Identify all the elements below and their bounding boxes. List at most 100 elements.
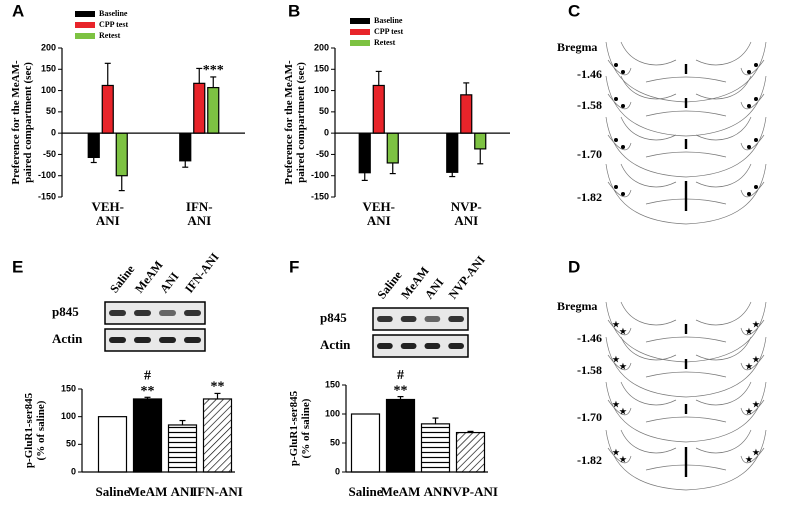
x-tick-label: MeAM (128, 484, 168, 499)
midline (684, 64, 688, 74)
y-tick-label: 100 (325, 408, 340, 418)
blot-band (109, 310, 126, 316)
section-title: Bregma (557, 40, 597, 54)
blot-band (159, 337, 176, 343)
x-tick-label: ANI (424, 484, 448, 499)
y-tick-label: 0 (71, 466, 76, 476)
brain-section (605, 336, 767, 398)
bar (446, 132, 459, 173)
blot-band (424, 316, 441, 322)
y-axis-label: p-GluR1-ser845(% of saline) (287, 390, 311, 466)
bar (207, 86, 220, 134)
midline (684, 359, 688, 369)
y-tick-label: 0 (51, 128, 56, 138)
lane-label: ANI (157, 269, 182, 295)
midline (684, 98, 688, 108)
site-mark (747, 192, 751, 196)
y-tick-label: 50 (330, 437, 340, 447)
bregma-level: -1.82 (577, 453, 602, 467)
blot-band (377, 316, 393, 322)
bar (420, 423, 451, 473)
blot-band (377, 343, 393, 349)
row-label: Actin (52, 331, 83, 346)
bregma-level: -1.46 (577, 331, 602, 345)
blot-band (134, 337, 151, 343)
midline (684, 447, 688, 477)
site-mark (614, 185, 618, 189)
x-tick-label: ANI (171, 484, 195, 499)
site-mark (747, 104, 751, 108)
bar (101, 84, 114, 134)
brain-section (605, 116, 767, 178)
site-mark: ★ (619, 455, 627, 464)
row-label: p845 (52, 304, 79, 319)
x-tick-label: VEH-ANI (92, 199, 125, 228)
site-mark: ★ (745, 407, 753, 416)
y-tick-label: -150 (311, 191, 329, 201)
legend-swatch (350, 18, 370, 24)
blot-band (184, 310, 201, 316)
legend-label: Retest (99, 31, 121, 40)
bar (386, 132, 399, 164)
bar (97, 416, 128, 473)
x-tick-label: MeAM (381, 484, 421, 499)
x-tick-label: Saline (349, 484, 383, 499)
legend-swatch (75, 11, 95, 17)
y-axis-label: p-GluR1-ser845(% of saline) (22, 392, 46, 468)
site-mark: ★ (612, 400, 620, 409)
bregma-level: -1.46 (577, 67, 602, 81)
y-tick-label: 100 (61, 411, 76, 421)
bar (372, 84, 385, 134)
midline (684, 139, 688, 149)
site-mark: ★ (752, 448, 760, 457)
bar (202, 398, 233, 473)
y-tick-label: -150 (38, 191, 56, 201)
site-mark: ★ (619, 407, 627, 416)
annotation: # ** (141, 369, 155, 399)
site-mark (614, 97, 618, 101)
blot-box (372, 334, 469, 358)
x-tick-label: Saline (96, 484, 130, 499)
bregma-level: -1.82 (577, 190, 602, 204)
y-tick-label: -50 (43, 149, 56, 159)
annotation: # ** (394, 368, 408, 398)
site-mark: ★ (745, 327, 753, 336)
y-tick-label: 0 (324, 128, 329, 138)
site-mark (747, 145, 751, 149)
blot-box (104, 328, 206, 352)
site-mark: ★ (752, 320, 760, 329)
legend-swatch (75, 22, 95, 28)
lane-label: Saline (107, 262, 138, 296)
annotation: ** (211, 380, 225, 395)
y-tick-label: 50 (66, 439, 76, 449)
site-mark: ★ (619, 327, 627, 336)
midline (684, 324, 688, 334)
section-title: Bregma (557, 299, 597, 313)
bar (115, 132, 128, 177)
site-mark: ★ (612, 355, 620, 364)
y-tick-label: -100 (38, 170, 56, 180)
panel-letter: C (568, 1, 580, 20)
bar (455, 431, 486, 473)
site-mark: ★ (745, 455, 753, 464)
bar (179, 132, 192, 162)
lane-label: IFN-ANI (182, 250, 222, 296)
row-label: p845 (320, 310, 347, 325)
bar (87, 132, 100, 159)
site-mark (614, 63, 618, 67)
panel-letter: E (12, 257, 23, 276)
panel-letter: B (288, 1, 300, 20)
bregma-level: -1.58 (577, 98, 602, 112)
blot-band (109, 337, 126, 343)
site-mark: ★ (752, 400, 760, 409)
blot-band (424, 343, 441, 349)
x-tick-label: IFN-ANI (192, 484, 243, 499)
legend-swatch (350, 29, 370, 35)
site-mark (754, 63, 758, 67)
blot-band (184, 337, 201, 343)
y-tick-label: 150 (61, 383, 76, 393)
legend-label: Baseline (374, 16, 403, 25)
site-mark (754, 185, 758, 189)
blot-band (134, 310, 151, 316)
y-tick-label: 100 (41, 85, 56, 95)
